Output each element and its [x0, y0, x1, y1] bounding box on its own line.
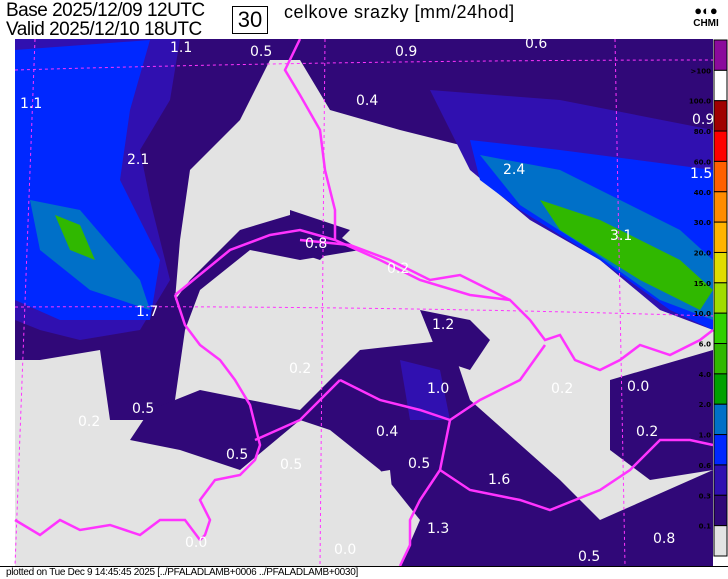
legend-label: 10.0	[694, 310, 711, 318]
value-label: 0.0	[627, 379, 649, 395]
value-label: 1.7	[136, 304, 158, 320]
legend-swatch	[713, 403, 728, 436]
precip-fields	[15, 39, 713, 566]
chmi-logo: ●◐● CHMI	[688, 4, 724, 36]
legend-swatch	[713, 39, 728, 71]
value-label: 0.9	[692, 112, 714, 128]
value-label: 2.1	[127, 152, 149, 168]
legend-swatch	[713, 312, 728, 345]
legend-label: 80.0	[694, 128, 711, 136]
value-label: 0.2	[78, 414, 100, 430]
legend-label: 4.0	[699, 371, 712, 379]
value-label: 1.1	[20, 96, 42, 112]
color-legend: >100 100.0 80.0 60.0 40.0 30.0 20.0 15.0 10.0 6.0…	[689, 39, 728, 557]
value-label: 0.0	[334, 542, 356, 558]
value-label: 0.2	[551, 381, 573, 397]
legend-label: 1.0	[699, 432, 712, 440]
legend-swatch	[713, 69, 728, 102]
legend-label: 60.0	[694, 158, 711, 166]
legend-swatch	[713, 100, 728, 132]
legend-label: 40.0	[694, 189, 711, 197]
legend-label: 20.0	[694, 249, 711, 257]
legend-swatch	[713, 221, 728, 253]
footer-bar: plotted on Tue Dec 9 14:45:45 2025 [../P…	[0, 566, 728, 579]
legend-swatch	[713, 282, 728, 314]
plot-info: plotted on Tue Dec 9 14:45:45 2025 [../P…	[6, 567, 358, 578]
value-label: 0.5	[578, 549, 600, 565]
legend-swatch	[713, 373, 728, 405]
legend-swatch	[713, 464, 728, 496]
legend-label: 100.0	[689, 98, 711, 106]
value-label: 0.4	[376, 424, 398, 440]
value-label: 0.5	[250, 44, 272, 60]
value-label: 1.6	[488, 472, 510, 488]
legend-label: 0.6	[699, 462, 712, 470]
legend-swatch	[713, 160, 728, 193]
value-label: 3.1	[610, 228, 632, 244]
value-label: 0.2	[387, 261, 409, 277]
value-label: 1.5	[690, 166, 712, 182]
map-title: celkove srazky [mm/24hod]	[284, 2, 515, 22]
value-label: 0.2	[636, 424, 658, 440]
legend-swatch	[713, 434, 728, 466]
value-label: 0.5	[132, 401, 154, 417]
value-label: 0.5	[408, 456, 430, 472]
legend-swatch	[713, 191, 728, 223]
header: Base 2025/12/09 12UTC Valid 2025/12/10 1…	[0, 0, 728, 40]
value-label: 1.0	[427, 381, 449, 397]
base-time: Base 2025/12/09 12UTC	[6, 0, 205, 21]
value-label: 0.8	[653, 531, 675, 547]
valid-time: Valid 2025/12/10 18UTC	[6, 19, 202, 40]
grid-lines	[14, 39, 714, 566]
legend-label: 6.0	[699, 341, 712, 349]
legend-label: >100	[691, 67, 712, 75]
precipitation-map: 1.1 0.5 0.9 0.6 1.1 0.4 2.1 0.9 2.4 1.5 …	[0, 39, 728, 566]
forecast-hour: 30	[232, 6, 268, 34]
value-label: 0.4	[356, 93, 378, 109]
legend-swatch	[713, 343, 728, 375]
legend-swatch	[713, 525, 728, 557]
value-label: 2.4	[503, 162, 525, 178]
value-label: 0.5	[280, 457, 302, 473]
value-label: 1.2	[432, 317, 454, 333]
legend-swatch	[713, 130, 728, 162]
country-borders	[14, 39, 714, 566]
value-label: 1.1	[170, 40, 192, 56]
value-label: 0.5	[226, 447, 248, 463]
legend-swatch	[713, 494, 728, 527]
legend-label: 2.0	[699, 401, 712, 409]
legend-label: 0.1	[699, 523, 712, 531]
legend-label: 0.3	[699, 492, 712, 500]
value-label: 0.2	[289, 361, 311, 377]
value-label: 0.9	[395, 44, 417, 60]
value-label: 0.6	[525, 39, 547, 52]
logo-text: CHMI	[693, 18, 719, 29]
value-label: 0.8	[305, 236, 327, 252]
legend-label: 15.0	[694, 280, 711, 288]
legend-label: 30.0	[694, 219, 711, 227]
value-labels: 1.1 0.5 0.9 0.6 1.1 0.4 2.1 0.9 2.4 1.5 …	[20, 39, 714, 565]
value-label: 1.3	[427, 521, 449, 537]
value-label: 0.0	[185, 535, 207, 551]
legend-swatch	[713, 251, 728, 284]
